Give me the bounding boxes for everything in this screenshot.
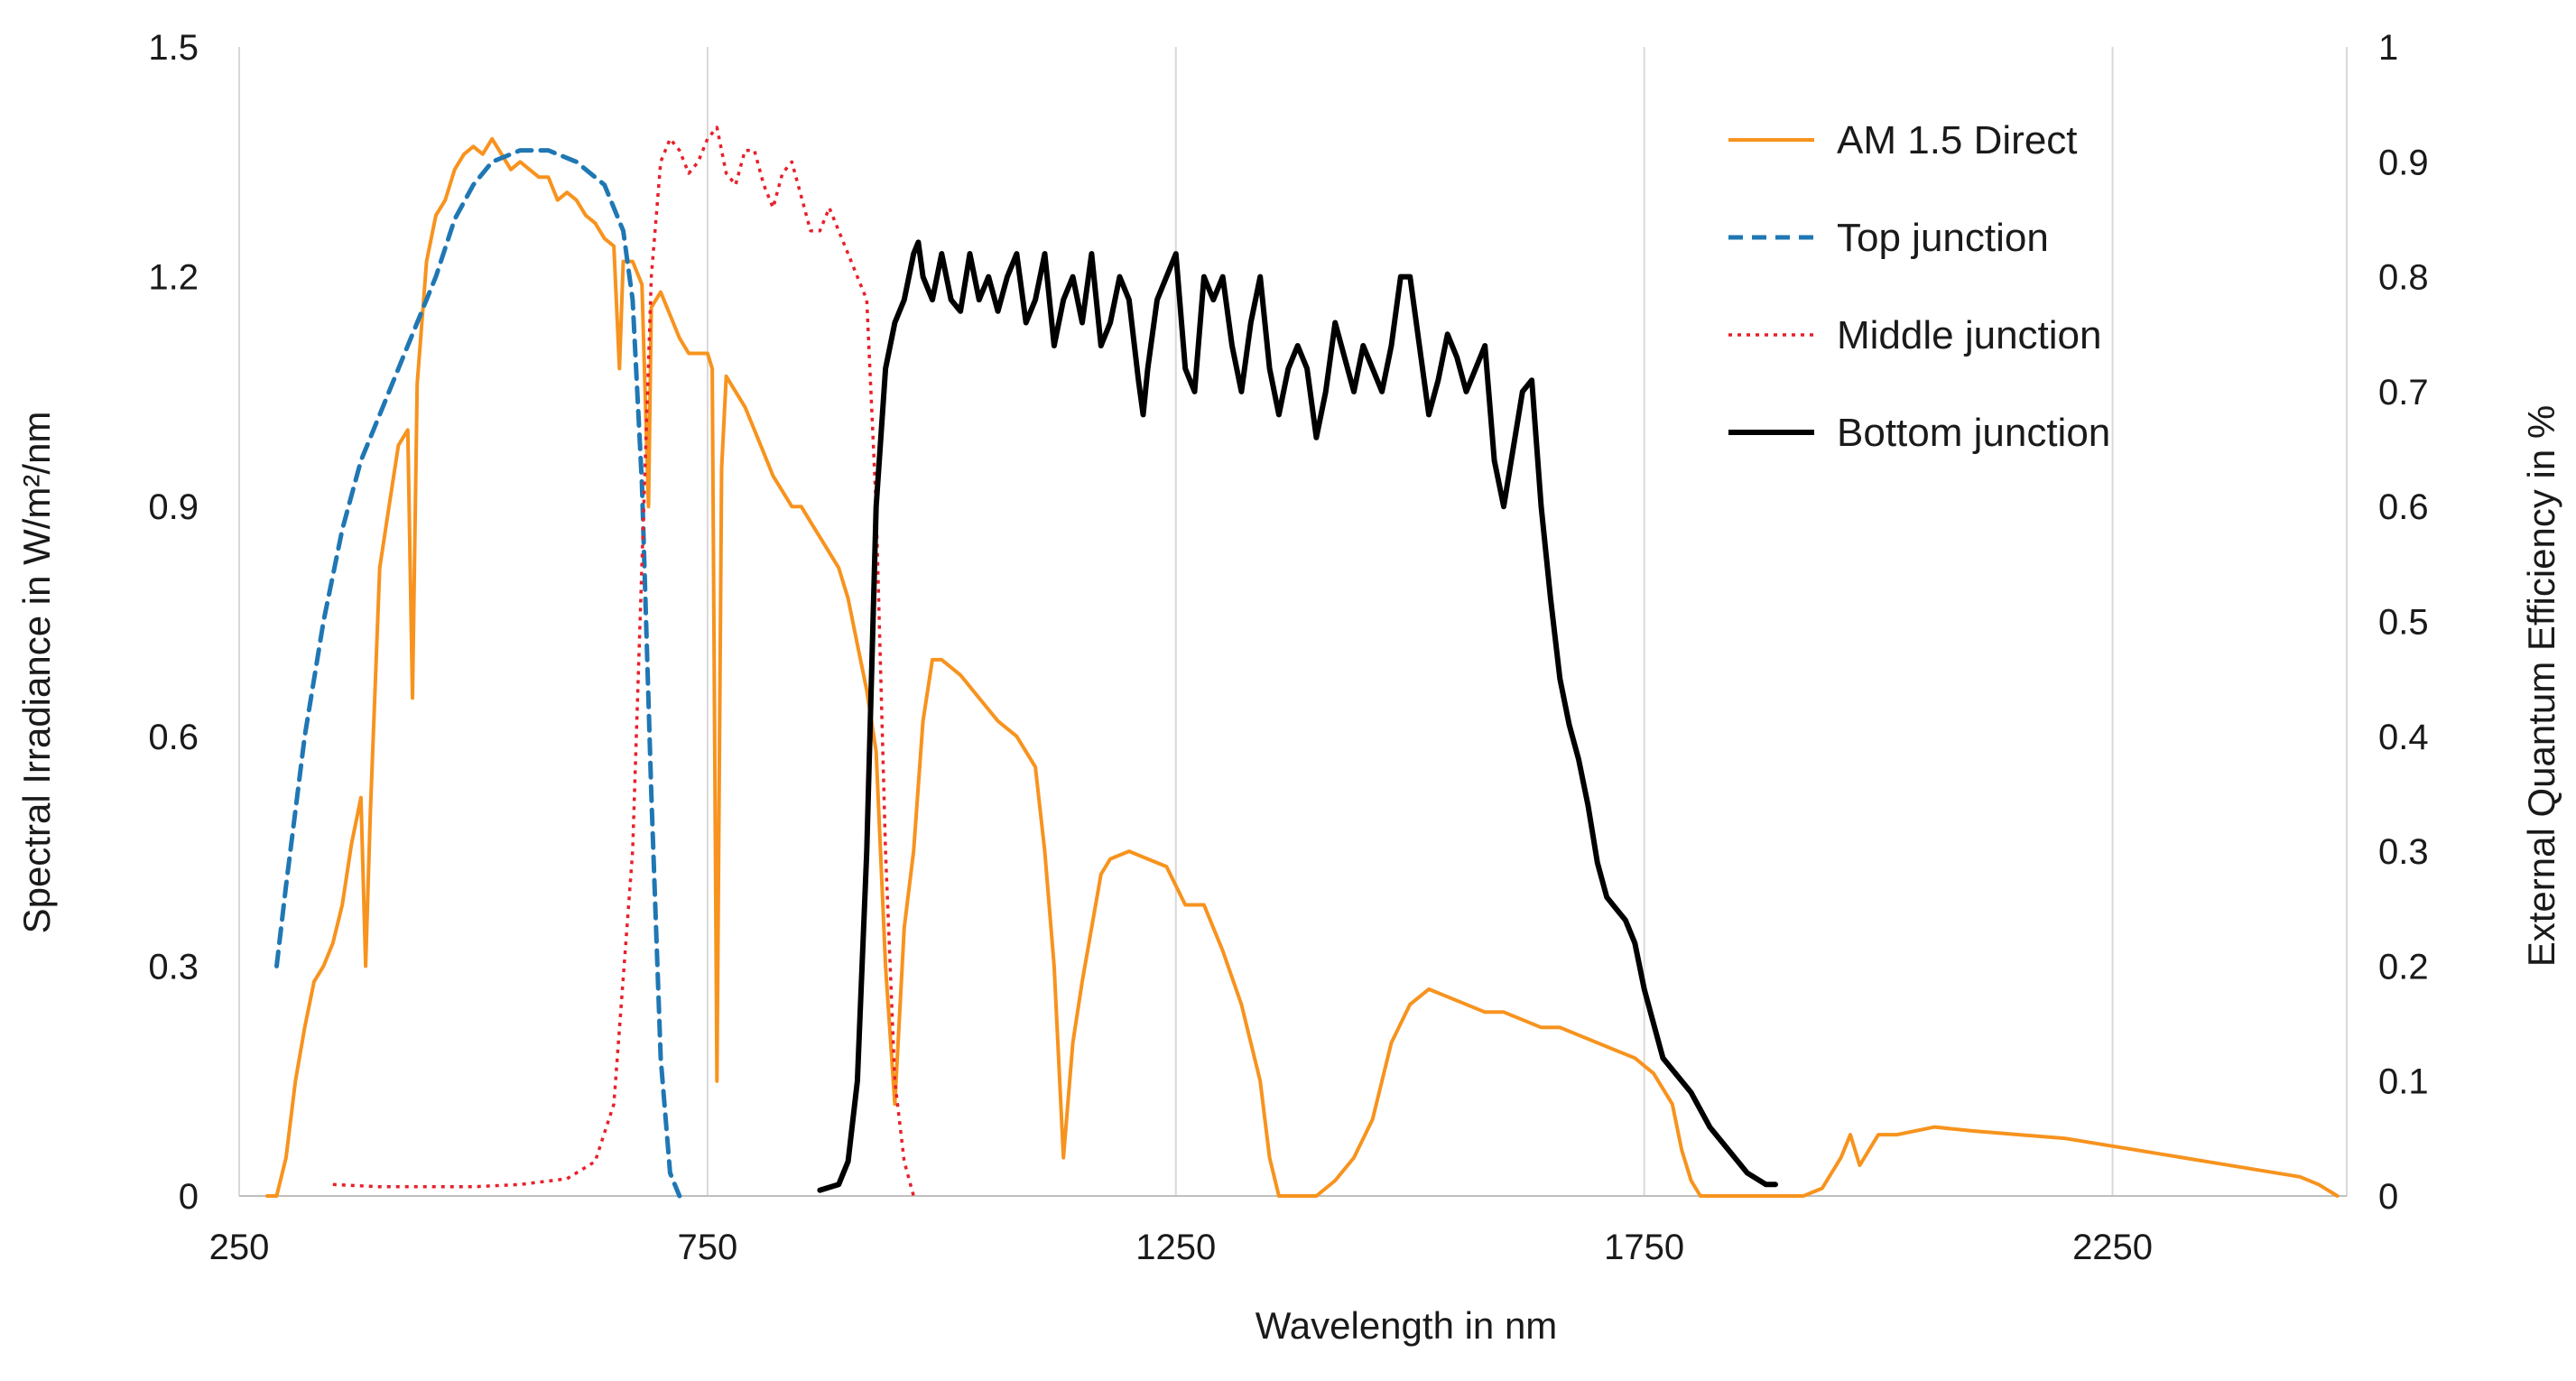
legend-label: Top junction bbox=[1837, 216, 2049, 260]
legend-label: Middle junction bbox=[1837, 313, 2102, 357]
x-tick-label: 250 bbox=[209, 1228, 270, 1267]
y-right-tick-label: 0.2 bbox=[2378, 947, 2429, 987]
series-line-am-1-5-direct bbox=[265, 136, 2340, 1198]
y-left-tick-label: 0.3 bbox=[148, 947, 199, 987]
y-right-tick-label: 0.8 bbox=[2378, 258, 2429, 298]
x-axis-title: Wavelength in nm bbox=[1256, 1304, 1558, 1347]
series-line-bottom-junction bbox=[817, 239, 1778, 1193]
y-right-tick-label: 0.6 bbox=[2378, 487, 2429, 527]
x-tick-label: 1250 bbox=[1135, 1228, 1216, 1267]
legend-label: AM 1.5 Direct bbox=[1837, 118, 2078, 162]
grid-layer bbox=[238, 47, 2348, 1197]
y-right-tick-label: 0.4 bbox=[2378, 718, 2429, 757]
y-left-axis-title: Spectral Irradiance in W/m²/nm bbox=[15, 412, 58, 934]
y-right-tick-label: 0.1 bbox=[2378, 1062, 2429, 1102]
axis-layer: 250 750 1250 1750 2250 0 0.3 0.6 0.9 1.2 1.5 0 0.1 0.… bbox=[148, 28, 2428, 1267]
y-left-tick-label: 0.9 bbox=[148, 487, 199, 527]
y-left-tick-label: 1.5 bbox=[148, 28, 199, 68]
y-left-tick-label: 1.2 bbox=[148, 258, 199, 298]
series-line-top-junction bbox=[274, 148, 682, 1199]
y-left-tick-label: 0 bbox=[179, 1177, 199, 1217]
legend-label: Bottom junction bbox=[1837, 411, 2110, 455]
series-line-middle-junction bbox=[332, 125, 915, 1197]
y-right-axis-title: External Quantum Efficiency in % bbox=[2520, 405, 2562, 968]
legend: AM 1.5 Direct Top junction Middle junction… bbox=[1728, 118, 2110, 455]
y-right-tick-label: 0.5 bbox=[2378, 603, 2429, 643]
series-layer bbox=[265, 125, 2340, 1199]
x-tick-label: 2250 bbox=[2072, 1228, 2153, 1267]
y-right-tick-label: 0.9 bbox=[2378, 143, 2429, 182]
y-right-tick-label: 0 bbox=[2378, 1177, 2398, 1217]
x-tick-label: 1750 bbox=[1604, 1228, 1684, 1267]
y-left-tick-label: 0.6 bbox=[148, 718, 199, 757]
x-tick-label: 750 bbox=[678, 1228, 738, 1267]
y-right-tick-label: 0.3 bbox=[2378, 832, 2429, 872]
y-right-tick-label: 0.7 bbox=[2378, 373, 2429, 412]
y-right-tick-label: 1 bbox=[2378, 28, 2398, 68]
